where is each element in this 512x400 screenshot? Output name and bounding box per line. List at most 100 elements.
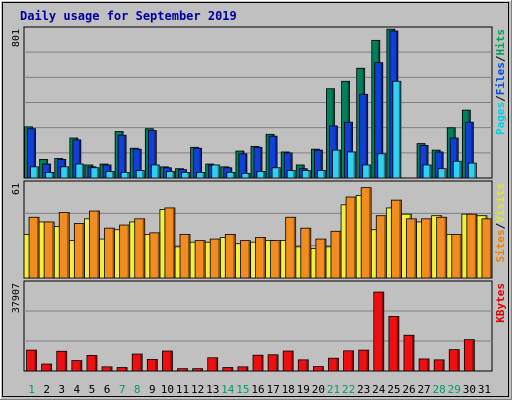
bar-shade bbox=[218, 239, 220, 278]
bar-pages-day-6 bbox=[105, 171, 115, 179]
bar-sites-day-17 bbox=[270, 240, 281, 279]
x-tick-day-29: 29 bbox=[448, 383, 461, 396]
bar-pages-day-30 bbox=[467, 162, 477, 179]
x-tick-day-16: 16 bbox=[251, 383, 264, 396]
bar-pages-day-10 bbox=[166, 171, 175, 179]
y-max-label: 801 bbox=[11, 29, 22, 47]
bar-sites-day-21 bbox=[330, 230, 342, 279]
x-tick-day-11: 11 bbox=[176, 383, 189, 396]
bar-kbytes-day-23 bbox=[358, 349, 370, 372]
bar-shade bbox=[82, 223, 84, 278]
bar-pages-day-15 bbox=[241, 172, 251, 179]
bar-kbytes-day-29 bbox=[448, 349, 460, 372]
bar-shade bbox=[48, 164, 51, 178]
bar-kbytes-day-2 bbox=[41, 363, 53, 372]
frame-inner-border bbox=[2, 2, 509, 397]
bar-shade bbox=[94, 355, 97, 371]
bar-pages-day-7 bbox=[120, 172, 130, 179]
series-legend: Pages/Files/Hits bbox=[494, 29, 507, 135]
x-tick-day-12: 12 bbox=[191, 383, 204, 396]
x-tick-day-15: 15 bbox=[236, 383, 249, 396]
bar-shade bbox=[232, 172, 235, 178]
bar-shade bbox=[37, 217, 39, 278]
bar-shade bbox=[293, 171, 295, 178]
bar-sites-day-13 bbox=[209, 238, 221, 279]
bar-sites-day-25 bbox=[390, 199, 402, 279]
bar-shade bbox=[34, 350, 37, 371]
bar-sites-day-7 bbox=[119, 224, 131, 279]
bar-shade bbox=[308, 228, 311, 278]
bar-pages-day-1 bbox=[30, 166, 39, 179]
bar-kbytes-day-28 bbox=[433, 359, 445, 372]
bar-pages-day-23 bbox=[362, 164, 372, 179]
x-tick-day-7: 7 bbox=[119, 383, 126, 396]
x-tick-day-3: 3 bbox=[58, 383, 65, 396]
bar-shade bbox=[489, 219, 492, 278]
bar-kbytes-day-21 bbox=[328, 357, 339, 372]
bar-shade bbox=[350, 122, 353, 178]
bar-kbytes-day-19 bbox=[297, 359, 309, 372]
bar-shade bbox=[444, 169, 446, 178]
legend-entry: Pages bbox=[494, 102, 507, 135]
bar-shade bbox=[338, 231, 341, 278]
bar-shade bbox=[81, 164, 84, 178]
bar-pages-day-25 bbox=[392, 80, 402, 179]
bar-shade bbox=[354, 197, 356, 278]
x-tick-day-17: 17 bbox=[266, 383, 279, 396]
bar-pages-day-4 bbox=[75, 163, 85, 179]
bar-shade bbox=[384, 216, 386, 278]
bar-kbytes-day-9 bbox=[146, 358, 158, 372]
bar-shade bbox=[172, 171, 175, 178]
bar-pages-day-11 bbox=[181, 172, 190, 179]
bar-shade bbox=[471, 122, 473, 178]
bar-shade bbox=[321, 367, 323, 371]
bar-sites-day-23 bbox=[360, 187, 372, 279]
bar-kbytes-day-30 bbox=[463, 339, 475, 372]
bar-kbytes-day-24 bbox=[373, 291, 385, 372]
bar-shade bbox=[323, 171, 325, 178]
bar-sites-day-19 bbox=[300, 227, 312, 279]
bar-shade bbox=[366, 350, 369, 371]
bar-kbytes-day-10 bbox=[162, 350, 173, 372]
legend-entry: KBytes bbox=[494, 283, 507, 323]
x-tick-day-18: 18 bbox=[282, 383, 295, 396]
bar-shade bbox=[154, 131, 156, 178]
bar-shade bbox=[66, 167, 69, 178]
bar-shade bbox=[124, 135, 126, 178]
bar-shade bbox=[276, 355, 278, 371]
bar-shade bbox=[245, 367, 248, 371]
bar-kbytes-day-7 bbox=[116, 367, 128, 372]
bar-shade bbox=[459, 234, 462, 278]
bar-sites-day-24 bbox=[375, 215, 387, 279]
x-tick-day-5: 5 bbox=[89, 383, 96, 396]
x-tick-day-28: 28 bbox=[433, 383, 446, 396]
bar-sites-day-29 bbox=[451, 233, 463, 279]
bar-pages-day-24 bbox=[377, 153, 387, 179]
bar-shade bbox=[157, 233, 160, 278]
bar-shade bbox=[200, 369, 203, 371]
bar-shade bbox=[278, 168, 280, 178]
bar-shade bbox=[263, 171, 265, 178]
bar-kbytes-day-26 bbox=[403, 334, 415, 372]
bar-kbytes-day-22 bbox=[343, 350, 354, 372]
bar-shade bbox=[323, 239, 326, 278]
bar-shade bbox=[320, 150, 322, 178]
legend-entry: / bbox=[494, 222, 507, 229]
bar-kbytes-day-25 bbox=[388, 316, 400, 372]
bar-pages-day-3 bbox=[60, 166, 70, 179]
bar-shade bbox=[139, 149, 141, 178]
bar-shade bbox=[396, 316, 399, 371]
bar-pages-day-20 bbox=[316, 170, 326, 179]
x-tick-day-2: 2 bbox=[43, 383, 50, 396]
bar-shade bbox=[474, 163, 476, 178]
bar-pages-day-22 bbox=[347, 151, 356, 179]
x-tick-day-25: 25 bbox=[387, 383, 400, 396]
bar-shade bbox=[125, 368, 127, 371]
bar-shade bbox=[399, 200, 401, 278]
bar-shade bbox=[217, 165, 220, 178]
bar-shade bbox=[368, 165, 371, 178]
bar-shade bbox=[291, 351, 293, 371]
bar-shade bbox=[127, 172, 129, 178]
bar-shade bbox=[33, 129, 36, 178]
bar-shade bbox=[459, 161, 461, 178]
